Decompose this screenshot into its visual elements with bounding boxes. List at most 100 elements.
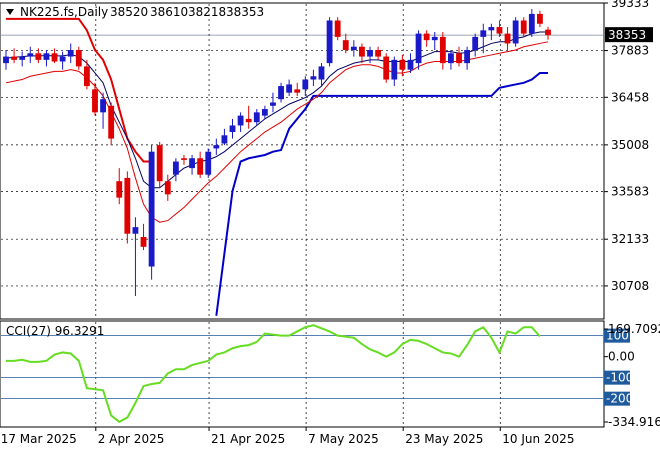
candle-up	[528, 13, 535, 34]
symbol-label: NK225.fs,Daily	[20, 5, 108, 19]
price-axis-labels: 39333 37883 36458 35008 33583 32133 30708	[604, 0, 649, 293]
open-value: 38520	[110, 5, 148, 19]
candle-up	[270, 102, 276, 106]
fast-average-line	[5, 31, 548, 189]
price-header: NK225.fs,Daily 38520 38610 38218 38353	[6, 5, 264, 19]
candle-down	[116, 181, 123, 198]
candle-up	[172, 161, 179, 175]
candle-up	[310, 76, 317, 80]
candle-up	[213, 145, 220, 149]
cci-level-box	[604, 391, 630, 406]
candle-up	[318, 66, 325, 80]
cci-level-box	[604, 328, 630, 343]
candle-down	[520, 20, 527, 34]
candle-up	[100, 99, 106, 113]
date-tick-label: 7 May 2025	[308, 432, 379, 446]
cci-level-label: -100	[606, 371, 633, 385]
candle-down	[545, 29, 551, 36]
candle-down	[156, 145, 163, 182]
collapse-triangle-icon[interactable]	[6, 9, 14, 15]
cci-line	[6, 324, 541, 423]
candle-up	[480, 30, 487, 37]
date-axis-labels: 17 Mar 2025 2 Apr 2025 21 Apr 2025 7 May 20…	[1, 427, 574, 446]
candle-down	[504, 33, 511, 44]
cci-axis-labels: 100 -100 -200 169.7092 0.00 -334.9162	[604, 322, 660, 429]
candle-down	[51, 53, 58, 62]
candle-up	[326, 20, 333, 64]
candle-up	[229, 125, 236, 133]
candle-up	[286, 84, 293, 93]
candle-up	[148, 151, 155, 267]
price-tick-label: 37883	[611, 44, 649, 58]
date-tick-label: 23 May 2025	[405, 432, 483, 446]
candle-up	[415, 33, 422, 64]
close-value: 38353	[226, 5, 264, 19]
date-tick-label: 2 Apr 2025	[98, 432, 165, 446]
candle-up	[391, 59, 398, 80]
price-tick-label: 32133	[611, 232, 649, 246]
candle-up	[3, 56, 9, 64]
candle-up	[448, 53, 454, 64]
candle-down	[181, 158, 187, 160]
candle-up	[59, 56, 66, 62]
candle-up	[472, 36, 479, 51]
candle-down	[536, 13, 543, 24]
candle-up	[19, 56, 26, 60]
candle-up	[464, 50, 471, 64]
cci-series	[6, 324, 541, 423]
candle-down	[439, 36, 446, 64]
candle-down	[399, 59, 406, 70]
candle-up	[512, 20, 519, 44]
price-tick-label: 33583	[611, 185, 649, 199]
candle-down	[35, 53, 42, 60]
candle-down	[342, 40, 349, 51]
current-price-tag: 38353	[605, 27, 653, 43]
candle-up	[431, 36, 438, 41]
cci-tick-label: 0.00	[608, 350, 635, 364]
low-value: 38218	[188, 5, 226, 19]
candle-up	[237, 115, 244, 126]
candle-up	[43, 53, 50, 60]
current-price-label: 38353	[608, 28, 646, 42]
candle-up	[132, 227, 139, 234]
price-tick-label: 39333	[611, 0, 649, 10]
cci-level-box	[604, 370, 630, 385]
candle-up	[221, 135, 228, 144]
candle-down	[83, 66, 90, 87]
price-tick-label: 36458	[611, 90, 649, 104]
candle-up	[302, 79, 309, 90]
candle-down	[245, 118, 252, 123]
candle-up	[205, 151, 212, 175]
candle-up	[367, 50, 373, 57]
candle-up	[27, 53, 34, 57]
cci-grid	[1, 322, 603, 426]
price-tick-label: 30708	[611, 279, 649, 293]
candle-down	[334, 20, 341, 37]
price-tick-label: 35008	[611, 138, 649, 152]
candle-down	[92, 89, 98, 113]
cci-indicator-label: CCI(27) 96.3291	[6, 324, 104, 338]
candle-down	[496, 27, 503, 34]
candle-down	[294, 89, 301, 93]
date-tick-label: 17 Mar 2025	[1, 432, 77, 446]
candle-down	[124, 177, 131, 234]
candle-up	[350, 46, 357, 51]
candle-up	[488, 27, 495, 31]
cci-level-label: -200	[606, 392, 633, 406]
price-series	[3, 9, 551, 316]
candle-down	[375, 50, 382, 57]
candle-down	[359, 46, 365, 57]
candle-down	[75, 50, 82, 67]
date-tick-label: 21 Apr 2025	[211, 432, 285, 446]
candle-up	[189, 158, 195, 169]
candle-up	[253, 112, 260, 123]
candle-down	[140, 236, 147, 247]
candle-up	[261, 109, 268, 116]
candle-down	[108, 105, 115, 139]
candle-down	[383, 56, 390, 80]
candle-down	[456, 53, 462, 64]
candle-down	[423, 33, 430, 41]
cci-tick-label: 169.7092	[608, 322, 660, 336]
candle-down	[11, 56, 18, 60]
